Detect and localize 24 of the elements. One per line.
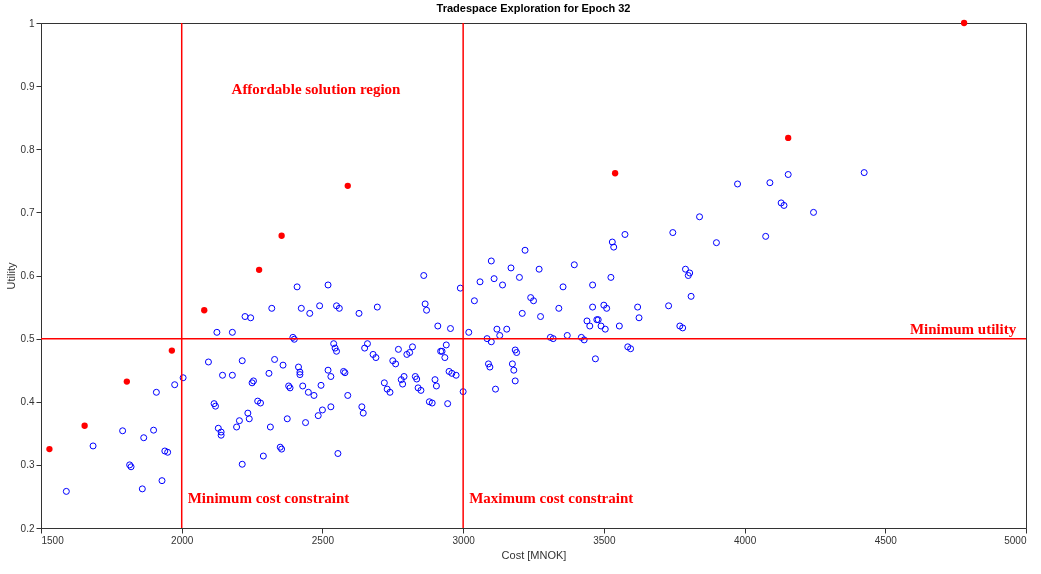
- x-tick-label: 5000: [1004, 534, 1027, 546]
- x-tick-label: 3000: [452, 534, 476, 546]
- x-tick-label: 2500: [311, 534, 335, 546]
- x-axis-title: Cost [MNOK]: [501, 548, 567, 561]
- y-axis-title: Utility: [4, 262, 17, 290]
- y-tick-label: 0.8: [20, 143, 35, 155]
- y-tick-label: 0.7: [20, 206, 35, 218]
- y-tick-label: 0.4: [20, 396, 35, 408]
- x-tick-label: 1500: [41, 534, 65, 546]
- x-tick-label: 4500: [874, 534, 898, 546]
- y-tick-label: 0.9: [20, 80, 35, 92]
- y-tick-label: 0.2: [20, 522, 35, 534]
- chart-title: Tradespace Exploration for Epoch 32: [436, 2, 631, 14]
- x-tick-label: 3500: [593, 534, 616, 546]
- x-tick-label: 4000: [733, 534, 757, 546]
- ref-line-label: Minimum utility: [909, 320, 1017, 337]
- annotation: Affordable solution region: [231, 81, 402, 97]
- ref-line-label: Maximum cost constraint: [469, 489, 634, 506]
- x-tick-label: 2000: [171, 534, 194, 546]
- y-tick-label: 0.6: [20, 270, 35, 281]
- y-tick-label: 0.5: [20, 333, 35, 345]
- y-tick-label: 1: [28, 17, 35, 29]
- y-tick-label: 0.3: [20, 459, 35, 471]
- ref-line-label: Minimum cost constraint: [187, 489, 350, 506]
